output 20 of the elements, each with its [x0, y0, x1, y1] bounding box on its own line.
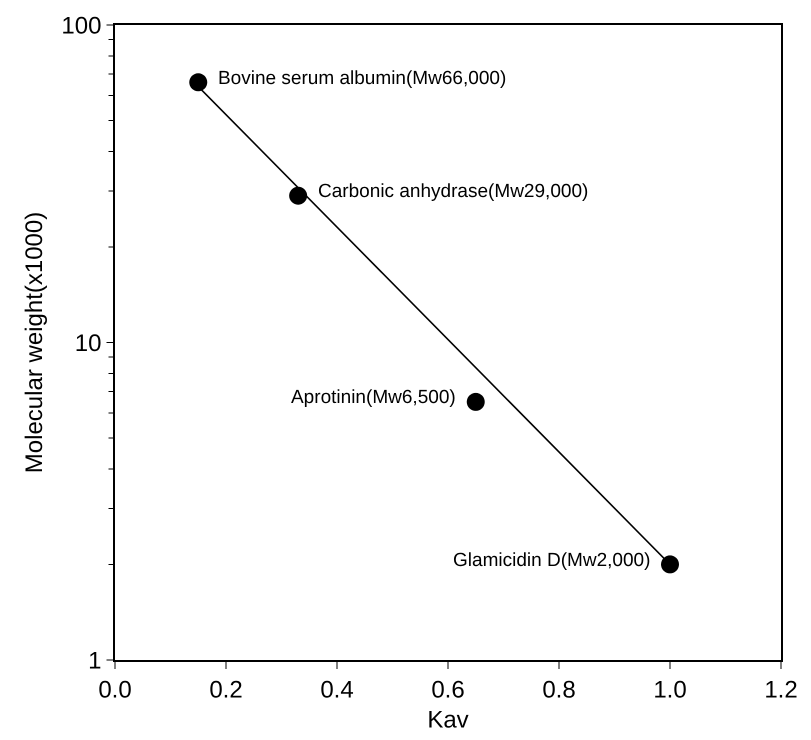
x-tick-label: 0.4 [320, 676, 354, 704]
annotation: Carbonic anhydrase(Mw29,000) [318, 181, 588, 202]
annotation: Bovine serum albumin(Mw66,000) [218, 68, 506, 89]
x-tick-label: 0.0 [98, 676, 132, 704]
x-tick-label: 0.6 [431, 676, 465, 704]
x-tick-label: 1.2 [764, 676, 798, 704]
y-tick-label: 100 [61, 12, 102, 40]
x-tick-label: 0.2 [209, 676, 243, 704]
x-tick-label: 1.0 [653, 676, 687, 704]
x-axis-title: Kav [427, 706, 469, 734]
y-tick-label: 10 [74, 330, 102, 357]
point [289, 186, 308, 205]
point [661, 555, 679, 574]
y-axis-title: Molecular weight(x1000) [21, 212, 48, 474]
y-tick-label: 1 [88, 647, 102, 674]
point [189, 73, 208, 92]
point [466, 392, 485, 411]
annotation: Glamicidin D(Mw2,000) [453, 550, 650, 571]
x-tick-label: 0.8 [542, 676, 576, 704]
annotation: Aprotinin(Mw6,500) [291, 387, 456, 408]
